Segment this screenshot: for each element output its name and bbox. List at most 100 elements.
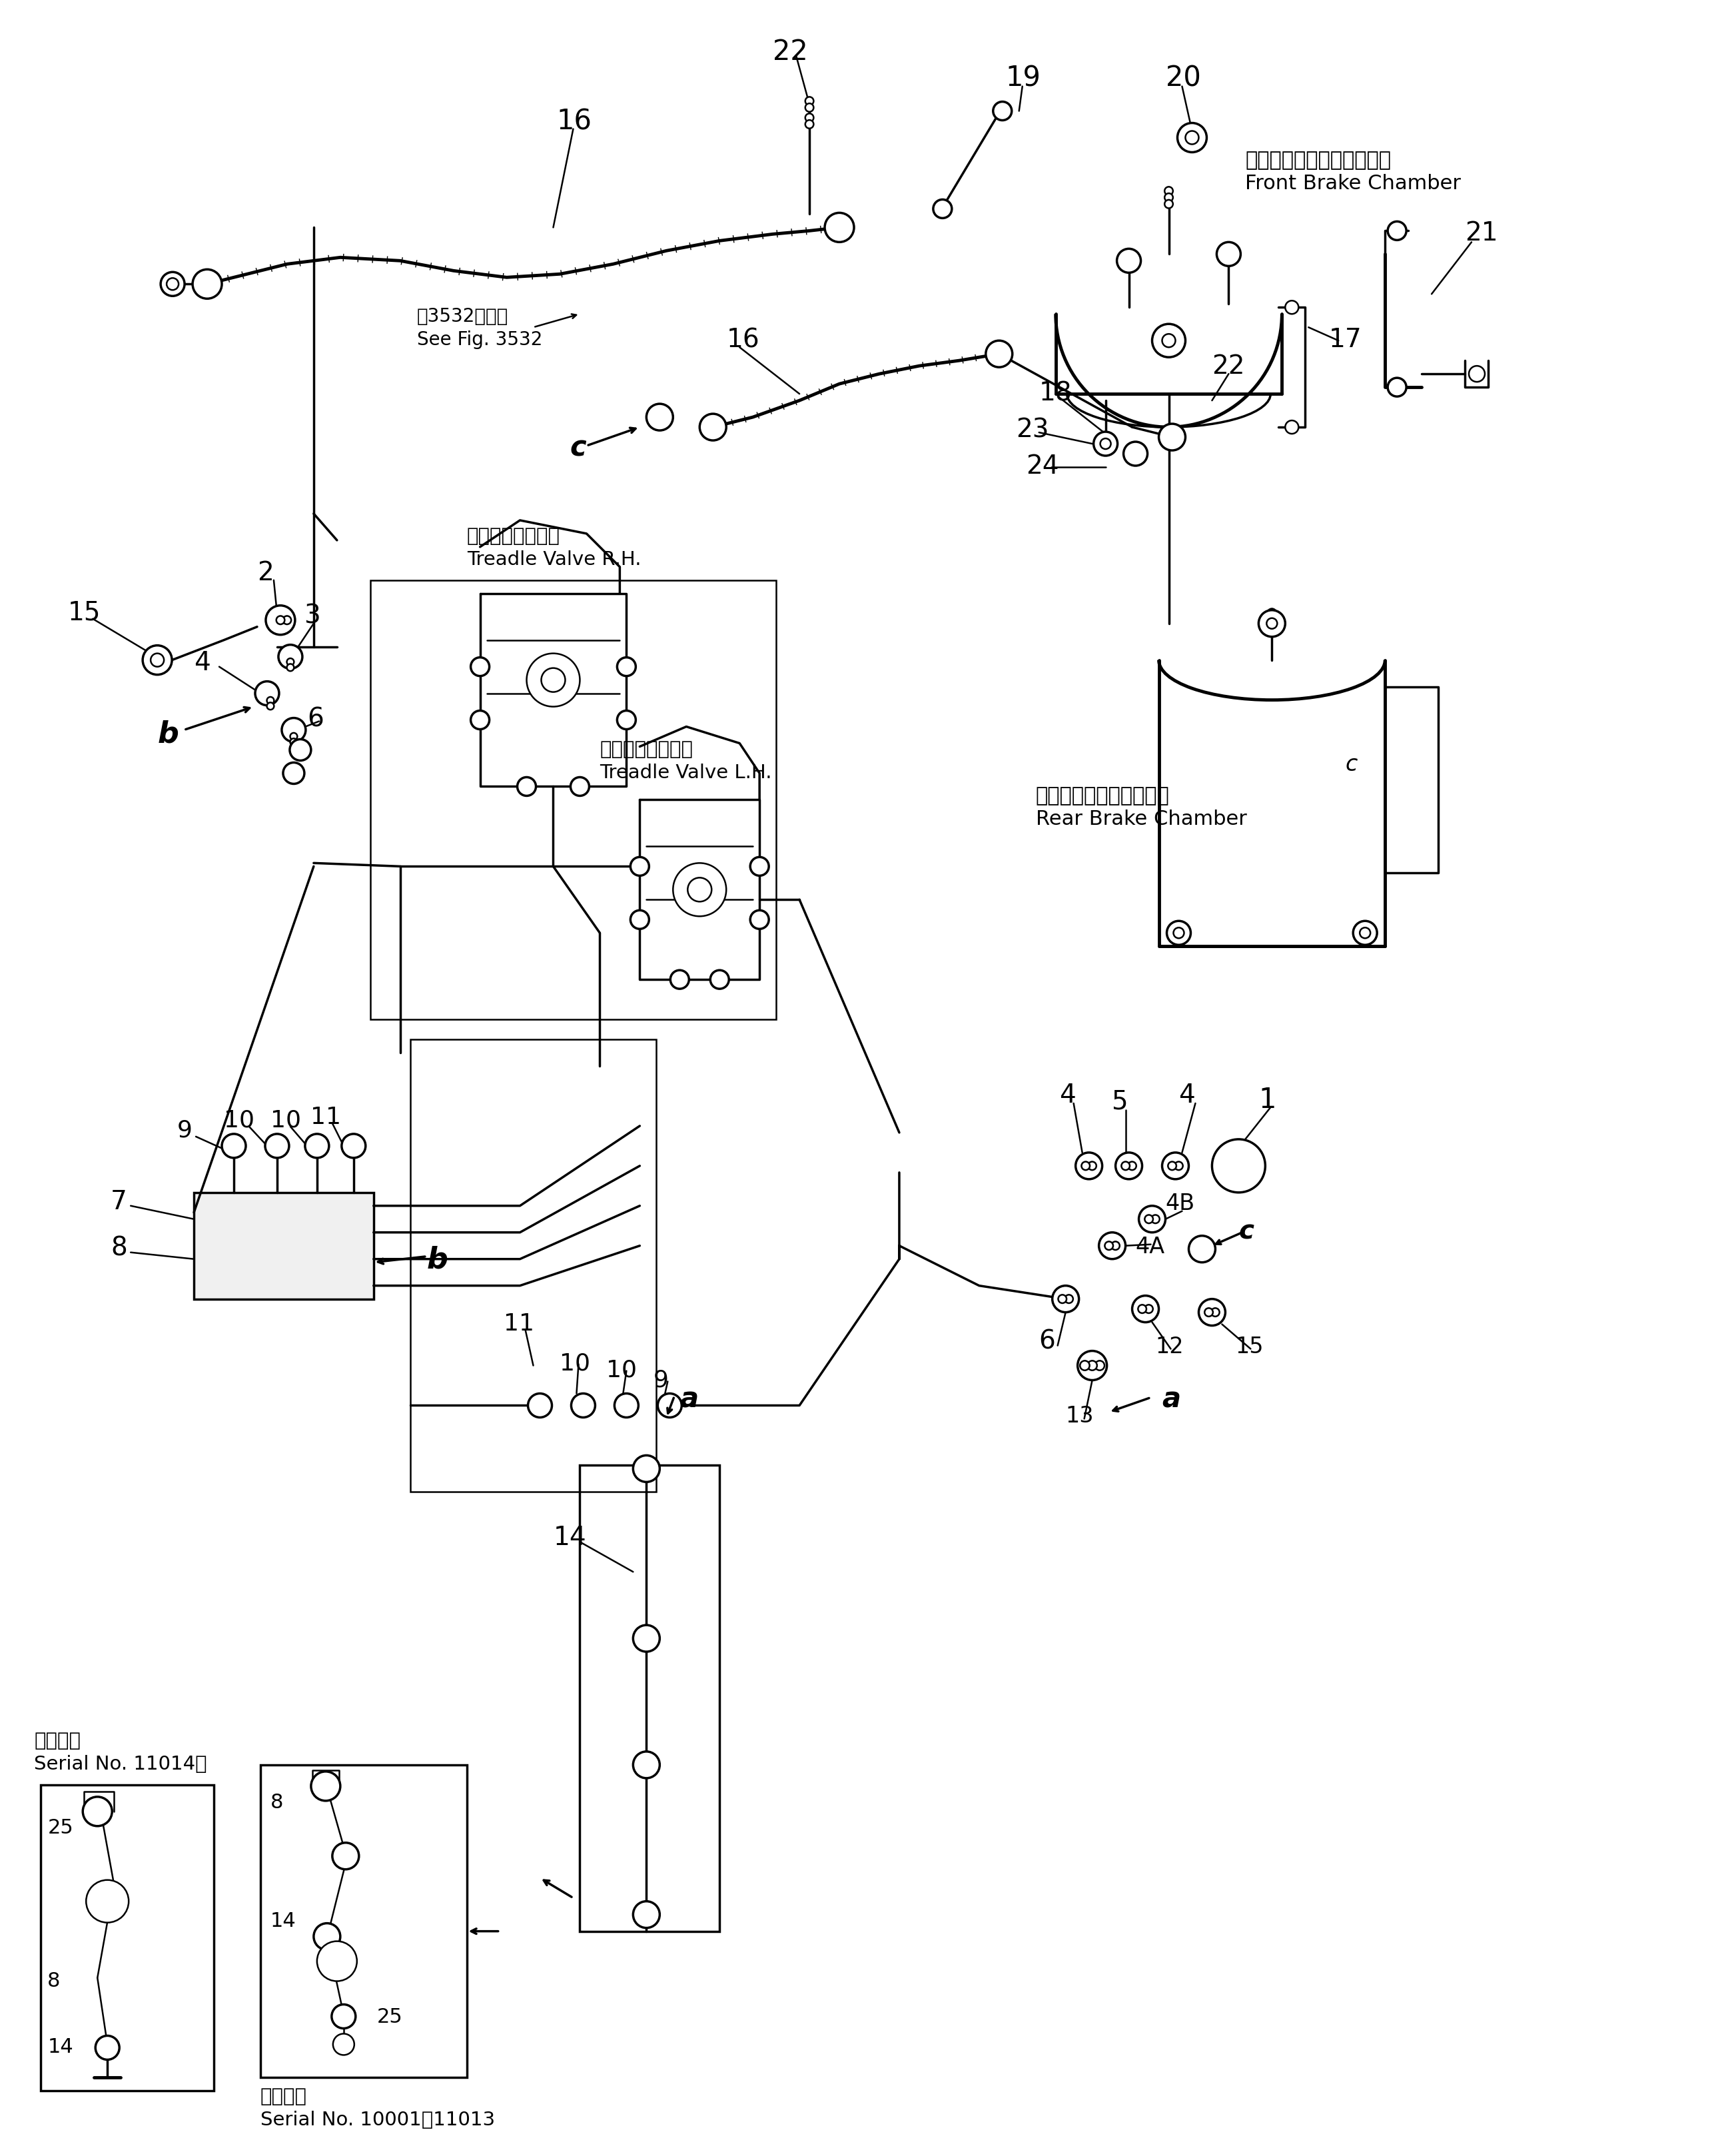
Circle shape bbox=[1388, 377, 1407, 397]
Circle shape bbox=[1168, 921, 1190, 944]
Circle shape bbox=[1128, 1162, 1137, 1171]
Text: 11: 11 bbox=[310, 1106, 341, 1128]
Circle shape bbox=[1469, 367, 1484, 382]
Circle shape bbox=[1164, 188, 1173, 196]
Text: 14: 14 bbox=[48, 2037, 74, 2057]
Circle shape bbox=[634, 1626, 660, 1651]
Circle shape bbox=[665, 1404, 673, 1412]
Circle shape bbox=[634, 1751, 660, 1779]
Text: 15: 15 bbox=[1235, 1335, 1264, 1358]
Text: 8: 8 bbox=[48, 1971, 60, 1990]
Text: 4B: 4B bbox=[1166, 1192, 1195, 1214]
Circle shape bbox=[1057, 1296, 1066, 1302]
Text: 16: 16 bbox=[556, 108, 592, 136]
Circle shape bbox=[289, 740, 298, 746]
Circle shape bbox=[806, 97, 813, 106]
Circle shape bbox=[1064, 1296, 1073, 1302]
Circle shape bbox=[193, 270, 222, 300]
Text: 第3532図参照: 第3532図参照 bbox=[417, 308, 508, 326]
Circle shape bbox=[835, 216, 844, 224]
Circle shape bbox=[167, 278, 179, 291]
Circle shape bbox=[1205, 1309, 1212, 1317]
Circle shape bbox=[1106, 1242, 1112, 1250]
Text: 8: 8 bbox=[270, 1794, 284, 1811]
Circle shape bbox=[1100, 438, 1111, 448]
Text: 10: 10 bbox=[560, 1352, 591, 1376]
Circle shape bbox=[288, 658, 294, 666]
Text: Treadle Valve R.H.: Treadle Valve R.H. bbox=[467, 550, 641, 569]
Text: リヤーブレーキチャンバ: リヤーブレーキチャンバ bbox=[1035, 787, 1169, 806]
Text: トレドルバルブ右: トレドルバルブ右 bbox=[467, 526, 560, 545]
Circle shape bbox=[1217, 241, 1240, 265]
Circle shape bbox=[663, 416, 672, 425]
Circle shape bbox=[332, 2033, 355, 2055]
Circle shape bbox=[229, 1138, 238, 1147]
Circle shape bbox=[1131, 451, 1140, 457]
Circle shape bbox=[1285, 420, 1298, 433]
Circle shape bbox=[1121, 1162, 1130, 1171]
Circle shape bbox=[1212, 1138, 1266, 1192]
Text: 9: 9 bbox=[177, 1119, 193, 1143]
Circle shape bbox=[1224, 257, 1233, 265]
Circle shape bbox=[160, 272, 184, 295]
Circle shape bbox=[272, 1138, 281, 1147]
Circle shape bbox=[279, 645, 303, 668]
Circle shape bbox=[350, 1145, 358, 1153]
Circle shape bbox=[1099, 1233, 1126, 1259]
Circle shape bbox=[1145, 1304, 1154, 1313]
Circle shape bbox=[579, 1397, 587, 1406]
Circle shape bbox=[1159, 425, 1185, 451]
Circle shape bbox=[1233, 1169, 1245, 1181]
Circle shape bbox=[670, 970, 689, 990]
Circle shape bbox=[1093, 431, 1118, 455]
Text: 10: 10 bbox=[606, 1358, 637, 1382]
Text: c: c bbox=[1238, 1218, 1254, 1244]
Text: 20: 20 bbox=[1166, 65, 1200, 93]
Circle shape bbox=[616, 711, 635, 729]
Circle shape bbox=[1178, 123, 1207, 153]
Circle shape bbox=[642, 1468, 651, 1477]
Circle shape bbox=[825, 213, 854, 241]
Circle shape bbox=[282, 763, 305, 785]
Circle shape bbox=[1388, 222, 1407, 239]
Circle shape bbox=[634, 1455, 660, 1481]
Circle shape bbox=[1162, 1153, 1188, 1179]
Circle shape bbox=[1124, 257, 1133, 265]
Circle shape bbox=[1188, 1235, 1216, 1263]
Circle shape bbox=[1081, 1162, 1090, 1171]
Text: 16: 16 bbox=[727, 328, 759, 354]
Text: 4: 4 bbox=[195, 651, 210, 675]
Circle shape bbox=[86, 1880, 129, 1923]
Circle shape bbox=[527, 653, 580, 707]
Text: 17: 17 bbox=[1328, 328, 1362, 354]
Circle shape bbox=[1224, 250, 1233, 259]
Circle shape bbox=[1131, 1296, 1159, 1322]
Circle shape bbox=[1174, 1162, 1183, 1171]
Circle shape bbox=[210, 280, 219, 289]
Circle shape bbox=[1145, 1214, 1154, 1222]
Circle shape bbox=[985, 341, 1013, 367]
Circle shape bbox=[276, 617, 284, 625]
Circle shape bbox=[995, 349, 1004, 358]
Circle shape bbox=[630, 910, 649, 929]
Circle shape bbox=[642, 1630, 651, 1639]
Circle shape bbox=[642, 1757, 651, 1766]
Text: 25: 25 bbox=[377, 2007, 403, 2027]
Text: 3: 3 bbox=[303, 604, 320, 630]
Text: 4: 4 bbox=[1059, 1082, 1076, 1108]
Circle shape bbox=[835, 231, 844, 239]
Circle shape bbox=[570, 776, 589, 796]
Circle shape bbox=[536, 1404, 544, 1412]
Circle shape bbox=[642, 1764, 651, 1774]
Circle shape bbox=[642, 1910, 651, 1919]
Circle shape bbox=[529, 1393, 553, 1416]
Circle shape bbox=[933, 201, 952, 218]
Circle shape bbox=[642, 1902, 651, 1912]
Circle shape bbox=[255, 681, 279, 705]
Circle shape bbox=[1095, 1360, 1104, 1371]
Text: b: b bbox=[157, 720, 179, 748]
Text: トレドルバルブ左: トレドルバルブ左 bbox=[599, 740, 692, 759]
Text: 4: 4 bbox=[1180, 1082, 1195, 1108]
Bar bbox=[195, 1192, 374, 1298]
Circle shape bbox=[536, 1397, 544, 1406]
